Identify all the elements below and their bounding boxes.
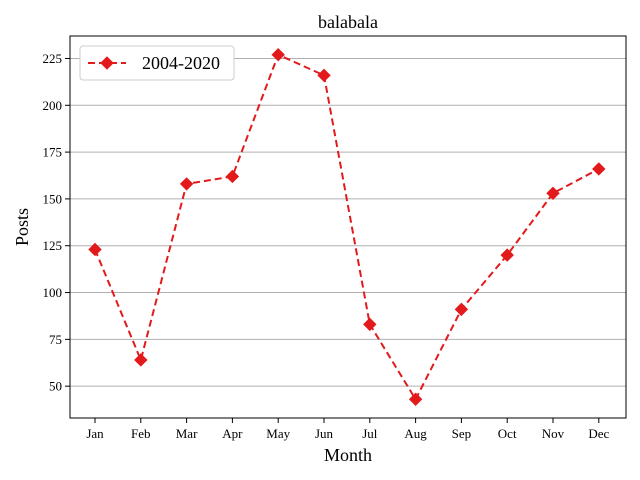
y-tick-label-175: 175: [43, 145, 63, 160]
data-point-feb: [134, 353, 148, 367]
x-tick-label-aug: Aug: [404, 426, 427, 441]
data-point-aug: [408, 392, 423, 406]
x-tick-label-may: May: [266, 426, 290, 441]
x-tick-label-feb: Feb: [131, 426, 151, 441]
x-axis-ticks: Jan Feb Mar Apr May Jun Jul Aug Sep Oct Nov Dec: [86, 418, 609, 441]
series-line-0: [94, 53, 600, 402]
y-tick-label-50: 50: [49, 379, 62, 394]
data-point-apr: [225, 169, 240, 184]
x-tick-label-jan: Jan: [86, 426, 104, 441]
y-axis-label: Posts: [12, 208, 32, 246]
data-point-dec: [592, 162, 606, 176]
x-tick-label-oct: Oct: [498, 426, 517, 441]
gridlines: [70, 57, 626, 387]
chart-title: balabala: [318, 12, 378, 32]
y-tick-label-125: 125: [43, 238, 63, 253]
legend: 2004-2020: [79, 45, 235, 81]
data-point-mar: [179, 177, 194, 191]
y-tick-label-200: 200: [43, 98, 63, 113]
legend-diamond-marker: [100, 56, 114, 70]
plot-frame: [69, 35, 627, 419]
data-point-jun: [317, 68, 331, 83]
x-tick-label-jul: Jul: [362, 426, 378, 441]
data-point-nov: [546, 186, 560, 201]
x-axis-label: Month: [324, 445, 372, 465]
series-layer: [88, 48, 606, 406]
x-tick-label-sep: Sep: [452, 426, 472, 441]
y-tick-label-100: 100: [43, 285, 63, 300]
data-point-oct: [500, 248, 514, 262]
data-point-jul: [363, 317, 377, 332]
y-tick-label-150: 150: [43, 191, 63, 206]
x-tick-label-apr: Apr: [222, 426, 243, 441]
legend-box: [79, 45, 235, 81]
data-point-jan: [88, 242, 102, 257]
x-tick-label-mar: Mar: [176, 426, 198, 441]
x-tick-label-dec: Dec: [588, 426, 609, 441]
x-tick-label-nov: Nov: [542, 426, 565, 441]
y-axis-ticks: 50 75 100 125 150 175 200 225: [43, 51, 70, 394]
x-tick-label-jun: Jun: [315, 426, 334, 441]
data-point-may: [271, 48, 285, 62]
y-tick-label-225: 225: [43, 51, 63, 66]
y-tick-label-75: 75: [49, 332, 62, 347]
legend-entry-label: 2004-2020: [142, 53, 220, 73]
data-point-sep: [454, 302, 469, 317]
